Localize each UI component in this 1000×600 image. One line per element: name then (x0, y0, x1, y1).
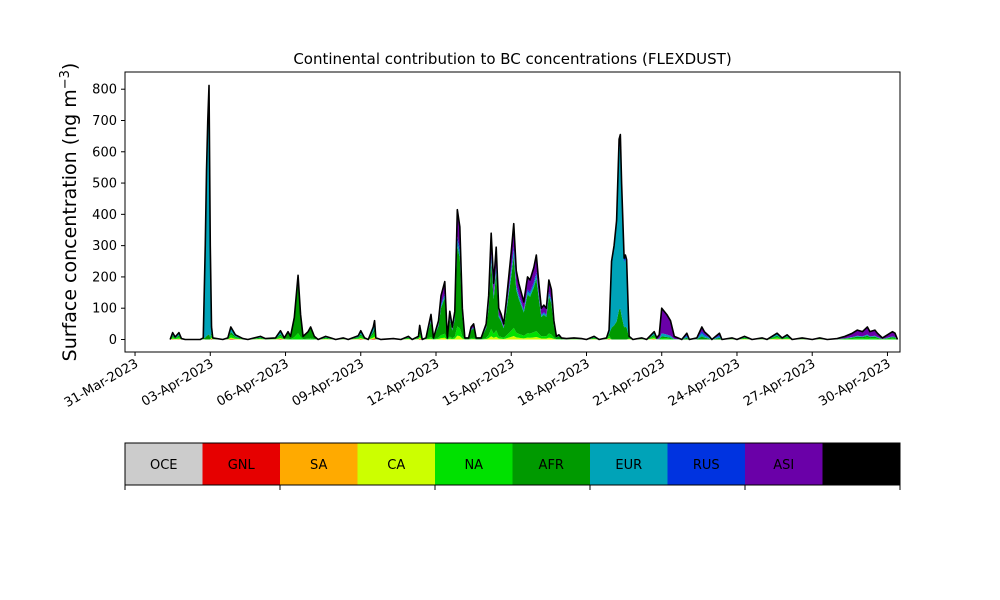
y-axis: 0 100 200 300 400 500 600 700 800 (92, 83, 125, 348)
x-tick-label: 03-Apr-2023 (139, 356, 216, 409)
y-axis-label: Surface concentration (ng m−3) (58, 63, 82, 362)
colorbar-cell-eur (590, 443, 668, 485)
colorbar-cell-aus (822, 443, 901, 485)
chart-title: Continental contribution to BC concentra… (293, 50, 731, 68)
colorbar-cell-asi (745, 443, 823, 485)
series-line-total (169, 84, 899, 341)
colorbar-cell-ca (357, 443, 436, 485)
y-tick-label: 500 (92, 177, 117, 192)
x-tick-label: 18-Apr-2023 (515, 356, 592, 409)
x-axis: 31-Mar-202303-Apr-202306-Apr-202309-Apr-… (62, 352, 893, 411)
area-band-afr (170, 246, 898, 340)
colorbar-cell-oce (125, 443, 203, 485)
x-tick-label: 06-Apr-2023 (214, 356, 291, 409)
y-tick-label: 200 (92, 270, 117, 285)
colorbar-frame (124, 442, 901, 486)
x-tick-label: 12-Apr-2023 (365, 356, 442, 409)
y-tick-label: 700 (92, 114, 117, 129)
colorbar-label-sa: SA (310, 458, 327, 473)
y-tick-label: 300 (92, 239, 117, 254)
area-band-na (170, 326, 898, 340)
x-tick-label: 31-Mar-2023 (62, 356, 141, 410)
x-tick-label: 30-Apr-2023 (816, 356, 893, 409)
colorbar-label-aus: AUS (848, 458, 875, 473)
colorbar-cell-sa (280, 443, 358, 485)
plot-frame (124, 71, 901, 353)
y-tick-label: 400 (92, 208, 117, 223)
area-band-ca (170, 335, 898, 340)
x-tick-label: 09-Apr-2023 (290, 356, 367, 409)
colorbar-cell-afr (512, 443, 591, 485)
y-tick-label: 800 (92, 83, 117, 98)
colorbar-label-gnl: GNL (228, 458, 256, 473)
colorbar-label-rus: RUS (693, 458, 720, 473)
colorbar-label-oce: OCE (150, 458, 178, 473)
y-tick-label: 100 (92, 302, 117, 317)
x-tick-label: 15-Apr-2023 (440, 356, 517, 409)
y-tick-label: 0 (109, 333, 117, 348)
colorbar-label-eur: EUR (615, 458, 642, 473)
plot-area (169, 84, 899, 341)
colorbar-label-asi: ASI (773, 458, 794, 473)
region-colorbar: OCE GNL SA CA NA AFR EUR RUS ASI AUS (124, 442, 901, 490)
colorbar-cell-na (435, 443, 513, 485)
x-tick-label: 27-Apr-2023 (741, 356, 818, 409)
y-tick-label: 600 (92, 145, 117, 160)
x-tick-label: 21-Apr-2023 (591, 356, 668, 409)
colorbar-label-afr: AFR (539, 458, 564, 473)
colorbar-cell-gnl (202, 443, 281, 485)
colorbar-label-na: NA (464, 458, 483, 473)
colorbar-cell-rus (667, 443, 746, 485)
x-tick-label: 24-Apr-2023 (666, 356, 743, 409)
colorbar-label-ca: CA (387, 458, 405, 473)
